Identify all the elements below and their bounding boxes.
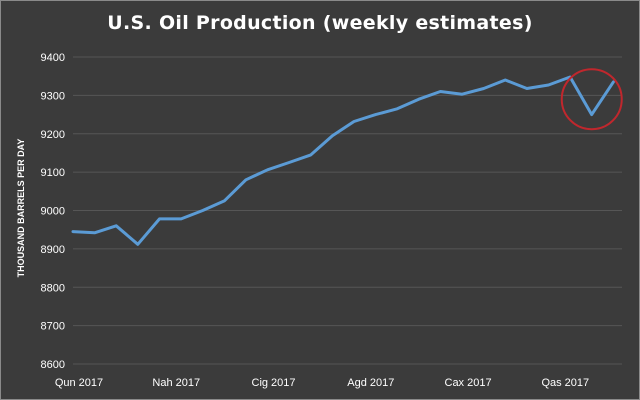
y-tick-label: 8600 [41,359,65,371]
data-point [461,93,464,96]
chart-title: U.S. Oil Production (weekly estimates) [107,12,533,34]
data-point [266,168,269,171]
data-point [223,199,226,202]
x-tick-label: Nah 2017 [152,377,200,389]
data-point [439,90,442,93]
data-point [244,178,247,181]
data-point [309,153,312,156]
data-point [482,87,485,90]
x-tick-label: Cig 2017 [252,377,296,389]
x-tick-label: Qun 2017 [55,377,103,389]
y-tick-label: 8700 [41,321,65,333]
data-point [115,224,118,227]
data-point [396,107,399,110]
y-tick-label: 8900 [41,244,65,256]
series-line [71,75,615,246]
x-tick-label: Qas 2017 [541,377,589,389]
y-tick-label: 9300 [41,90,65,102]
data-point [352,120,355,123]
data-point [288,161,291,164]
data-point [201,209,204,212]
y-tick-label: 9400 [41,52,65,64]
y-tick-label: 8800 [41,282,65,294]
data-point [525,87,528,90]
y-tick-label: 9200 [41,129,65,141]
data-point [180,217,183,220]
data-point [547,84,550,87]
data-point [331,134,334,137]
data-point [374,113,377,116]
x-tick-label: Agd 2017 [347,377,394,389]
data-point [158,217,161,220]
highlight-circle-annotation [560,68,623,131]
data-point [72,230,75,233]
data-point [590,113,593,116]
data-point [136,243,139,246]
data-point [93,231,96,234]
y-tick-label: 9000 [41,206,65,218]
data-point [417,98,420,101]
data-point [504,79,507,82]
y-tick-label: 9100 [41,167,65,179]
x-tick-label: Cax 2017 [445,377,492,389]
